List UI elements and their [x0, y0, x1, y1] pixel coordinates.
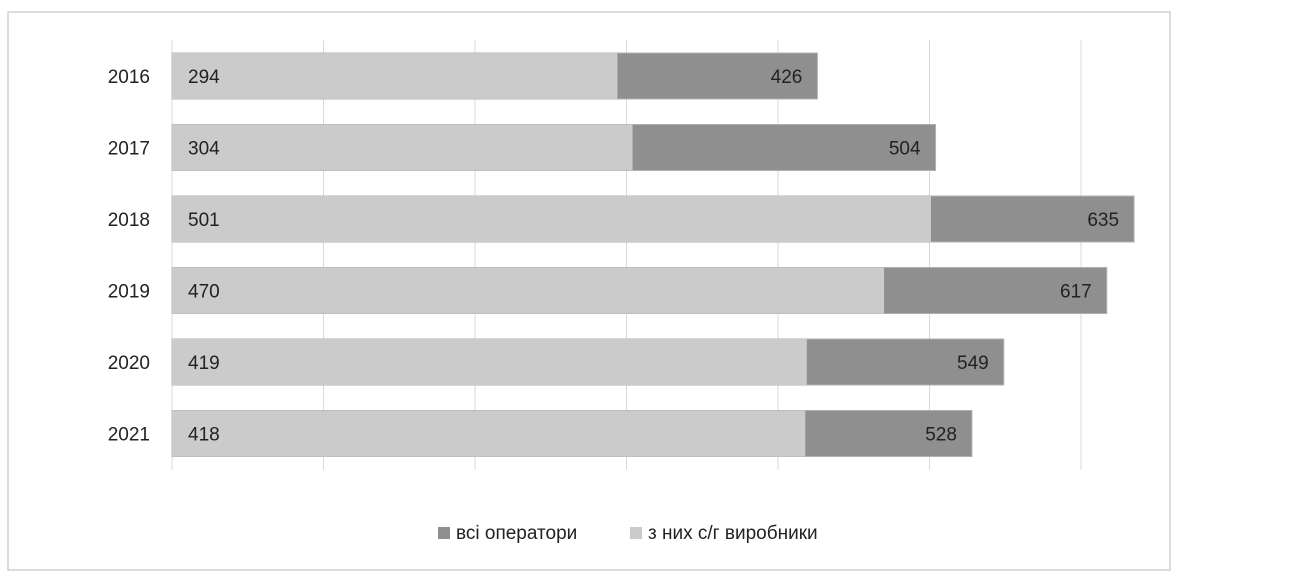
data-label-agri-producers-2016: 294 — [188, 67, 220, 88]
category-label-2017: 2017 — [108, 139, 150, 160]
legend-label-agri-producers: з них с/г виробники — [648, 523, 818, 544]
data-label-all-operators-2021: 528 — [925, 425, 957, 446]
category-label-2019: 2019 — [108, 282, 150, 303]
bars — [171, 52, 1135, 457]
category-label-2021: 2021 — [108, 425, 150, 446]
bar-agri-producers-2019 — [172, 267, 885, 314]
data-label-agri-producers-2018: 501 — [188, 210, 220, 231]
bar-agri-producers-2020 — [172, 339, 807, 385]
bar-agri-producers-2021 — [172, 410, 806, 457]
data-label-all-operators-2020: 549 — [957, 353, 989, 374]
category-label-2016: 2016 — [108, 67, 150, 88]
category-label-2020: 2020 — [108, 353, 150, 374]
labels: 2016 294 426 2017 304 504 2018 501 635 2019 470 617… — [108, 67, 1119, 446]
legend-label-all-operators: всі оператори — [456, 523, 577, 544]
bar-agri-producers-2017 — [172, 124, 633, 171]
legend-swatch-all-operators — [438, 527, 450, 539]
data-label-all-operators-2018: 635 — [1087, 210, 1119, 231]
data-label-agri-producers-2020: 419 — [188, 353, 220, 374]
data-label-agri-producers-2019: 470 — [188, 282, 220, 303]
data-label-all-operators-2016: 426 — [771, 67, 803, 88]
legend-swatch-agri-producers — [630, 527, 642, 539]
grid-lines — [171, 40, 1082, 470]
data-label-agri-producers-2021: 418 — [188, 425, 220, 446]
category-label-2018: 2018 — [108, 210, 150, 231]
bar-agri-producers-2018 — [172, 196, 932, 242]
legend: всі оператори з них с/г виробники — [438, 523, 818, 544]
data-label-agri-producers-2017: 304 — [188, 139, 220, 160]
data-label-all-operators-2017: 504 — [889, 139, 921, 160]
bar-agri-producers-2016 — [172, 53, 618, 99]
data-label-all-operators-2019: 617 — [1060, 282, 1092, 303]
